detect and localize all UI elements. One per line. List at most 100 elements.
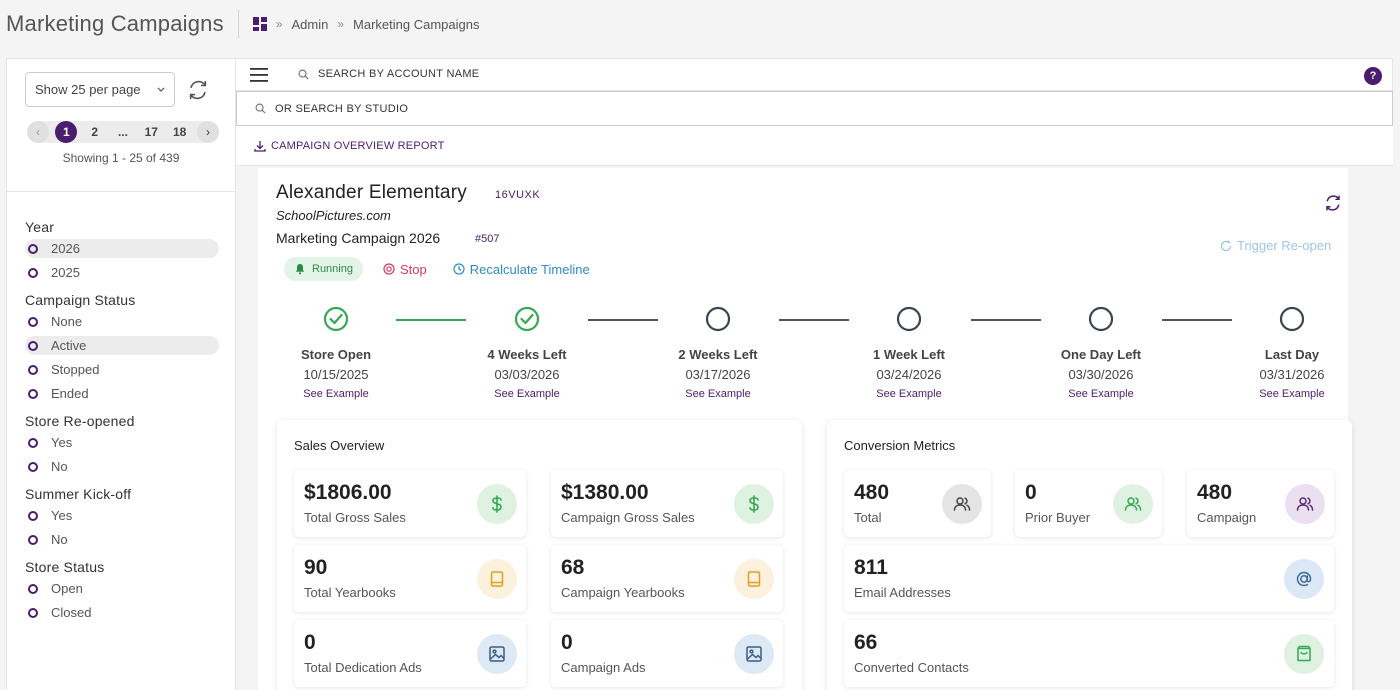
radio-icon <box>28 510 38 521</box>
metric-label: Campaign Gross Sales <box>561 510 695 525</box>
radio-icon <box>28 364 38 375</box>
radio-icon <box>28 437 38 448</box>
filter-option-2026[interactable]: 2026 <box>25 239 219 258</box>
per-page-select[interactable]: Show 25 per page <box>25 72 175 107</box>
filter-option-closed[interactable]: Closed <box>25 603 219 622</box>
dashboard-grid-icon[interactable] <box>252 17 267 31</box>
filter-option-no[interactable]: No <box>25 530 219 549</box>
filter-option-stopped[interactable]: Stopped <box>25 360 219 379</box>
breadcrumb-separator-icon: » <box>337 17 345 31</box>
metric-value: $1380.00 <box>561 481 649 504</box>
help-icon[interactable]: ? <box>1364 67 1382 85</box>
account-search-input[interactable]: SEARCH BY ACCOUNT NAME <box>298 68 479 80</box>
top-search-bar: SEARCH BY ACCOUNT NAME ? <box>236 58 1393 91</box>
filter-option-label: 2026 <box>51 241 80 256</box>
next-page-button[interactable]: › <box>196 121 219 143</box>
timeline-connector <box>396 319 466 321</box>
recalculate-timeline-button[interactable]: Recalculate Timeline <box>453 262 590 277</box>
at-sign-icon <box>1284 559 1324 599</box>
filter-option-ended[interactable]: Ended <box>25 384 219 403</box>
metric-card: 811 Email Addresses <box>844 545 1334 612</box>
page-17-button[interactable]: 17 <box>144 125 158 139</box>
filter-sidebar: Show 25 per page ‹ 1 2 ... 17 18 › Showi… <box>6 58 236 690</box>
empty-circle-icon <box>705 306 731 332</box>
filter-groups: Year 2026 2025 Campaign Status None Acti… <box>25 219 219 632</box>
radio-icon <box>28 607 38 618</box>
page-1-button[interactable]: 1 <box>55 121 78 143</box>
metric-value: 90 <box>304 556 328 579</box>
filter-option-label: No <box>51 532 68 547</box>
see-example-link[interactable]: See Example <box>1068 388 1134 400</box>
filter-option-no[interactable]: No <box>25 457 219 476</box>
rotate-icon <box>1220 240 1232 252</box>
refresh-campaign-icon[interactable] <box>1324 194 1342 212</box>
prev-page-button[interactable]: ‹ <box>27 121 49 143</box>
timeline-date: 03/24/2026 <box>876 367 942 382</box>
empty-circle-icon <box>896 306 922 332</box>
filter-option-label: Yes <box>51 435 73 450</box>
radio-icon <box>28 340 38 351</box>
filter-option-active[interactable]: Active <box>25 336 219 355</box>
see-example-link[interactable]: See Example <box>685 388 751 400</box>
trigger-reopen-button[interactable]: Trigger Re-open <box>1220 238 1331 253</box>
metric-label: Campaign Yearbooks <box>561 585 685 600</box>
users-icon <box>942 484 982 524</box>
panel-title: Sales Overview <box>294 438 385 453</box>
hamburger-menu-icon[interactable] <box>250 68 268 82</box>
timeline-date: 03/03/2026 <box>494 367 560 382</box>
see-example-link[interactable]: See Example <box>1259 388 1325 400</box>
refresh-list-button[interactable] <box>187 79 209 101</box>
breadcrumb-admin[interactable]: Admin <box>291 16 329 32</box>
filter-title: Store Status <box>25 559 105 575</box>
see-example-link[interactable]: See Example <box>876 388 942 400</box>
timeline-label: 4 Weeks Left <box>487 347 567 362</box>
metric-value: 68 <box>561 556 585 579</box>
metric-value: $1806.00 <box>304 481 392 504</box>
filter-option-2025[interactable]: 2025 <box>25 263 219 282</box>
page-2-button[interactable]: 2 <box>91 125 98 139</box>
filter-title: Summer Kick-off <box>25 486 132 502</box>
metric-card: 66 Converted Contacts <box>844 620 1334 687</box>
page-title: Marketing Campaigns <box>6 11 224 36</box>
page-18-button[interactable]: 18 <box>172 125 187 139</box>
download-icon[interactable] <box>254 140 266 152</box>
metric-label: Total <box>854 510 882 525</box>
filter-option-label: Yes <box>51 508 73 523</box>
clock-icon <box>453 263 465 275</box>
timeline-label: Last Day <box>1264 347 1320 362</box>
stop-button[interactable]: Stop <box>383 262 427 277</box>
breadcrumb-separator-icon: » <box>275 17 283 31</box>
see-example-link[interactable]: See Example <box>494 388 560 400</box>
account-code: 16VUXK <box>495 189 541 201</box>
metric-card: 68 Campaign Yearbooks <box>551 545 783 612</box>
timeline-connector <box>1162 319 1232 321</box>
account-name: Alexander Elementary <box>276 182 467 203</box>
metric-label: Email Addresses <box>854 585 951 600</box>
search-icon <box>298 69 309 80</box>
see-example-link[interactable]: See Example <box>303 388 369 400</box>
metric-card: 90 Total Yearbooks <box>294 545 526 612</box>
breadcrumb: » Admin » Marketing Campaigns <box>252 16 480 32</box>
filter-option-label: Ended <box>51 386 89 401</box>
filter-option-yes[interactable]: Yes <box>25 433 219 452</box>
filter-option-open[interactable]: Open <box>25 579 219 598</box>
results-count: Showing 1 - 25 of 439 <box>62 151 180 165</box>
book-icon <box>477 559 517 599</box>
studio-search-input[interactable]: OR SEARCH BY STUDIO <box>236 91 1393 126</box>
metric-label: Campaign Ads <box>561 660 646 675</box>
timeline-label: Store Open <box>300 347 372 362</box>
timeline-connector <box>588 319 658 321</box>
dollar-icon <box>477 484 517 524</box>
radio-icon <box>28 267 38 278</box>
filter-option-yes[interactable]: Yes <box>25 506 219 525</box>
conversion-metrics-panel: Conversion Metrics 480 Total 0 Prior Buy… <box>827 420 1352 690</box>
campaign-overview-report-link[interactable]: CAMPAIGN OVERVIEW REPORT <box>271 139 445 152</box>
filter-option-label: 2025 <box>51 265 80 280</box>
filter-option-none[interactable]: None <box>25 312 219 331</box>
metric-card: 480 Campaign <box>1187 470 1334 537</box>
shopping-bag-icon <box>1284 634 1324 674</box>
breadcrumb-current: Marketing Campaigns <box>353 16 480 32</box>
metric-card: $1806.00 Total Gross Sales <box>294 470 526 537</box>
metric-value: 811 <box>854 556 888 579</box>
pagination: ‹ 1 2 ... 17 18 › <box>27 121 219 143</box>
